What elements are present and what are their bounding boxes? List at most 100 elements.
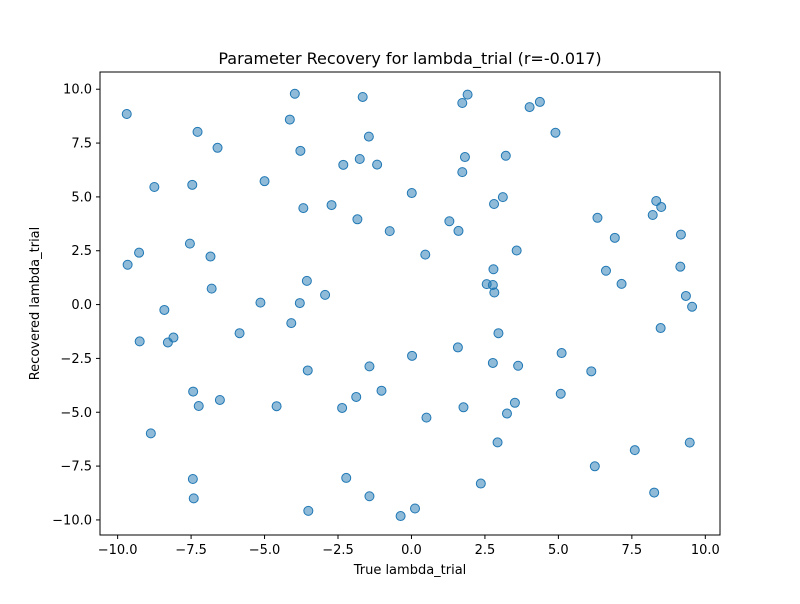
points-layer xyxy=(121,88,698,522)
scatter-point xyxy=(586,366,597,377)
scatter-point xyxy=(351,391,362,402)
scatter-point xyxy=(600,265,611,276)
scatter-point xyxy=(364,361,375,372)
scatter-point xyxy=(534,96,545,107)
scatter-point xyxy=(354,154,365,164)
y-tick-label: 0.0 xyxy=(71,298,92,313)
x-tick-label: 10.0 xyxy=(691,543,720,558)
scatter-point xyxy=(298,203,309,214)
y-tick-label: 10.0 xyxy=(63,83,92,98)
scatter-point xyxy=(192,126,203,137)
scatter-point xyxy=(214,394,225,405)
scatter-point xyxy=(407,350,418,361)
scatter-point xyxy=(286,318,297,329)
scatter-point xyxy=(289,88,300,99)
scatter-point xyxy=(675,261,686,272)
scatter-point xyxy=(255,297,266,308)
scatter-point xyxy=(489,199,500,210)
ticks-layer: −10.0 −7.5 −5.0 −2.5 0.0 2.5 5.0 7.5 10.0 −10.0 −7… xyxy=(52,83,720,558)
x-tick-label: −5.0 xyxy=(249,543,281,558)
scatter-point xyxy=(212,142,223,153)
scatter-point xyxy=(206,283,217,294)
scatter-point xyxy=(187,474,198,485)
scatter-point xyxy=(452,342,463,353)
scatter-point xyxy=(303,505,314,516)
scatter-point xyxy=(513,360,524,371)
y-tick-label: −7.5 xyxy=(60,460,92,475)
y-tick-label: 5.0 xyxy=(71,190,92,205)
scatter-point xyxy=(205,251,216,262)
scatter-point xyxy=(462,89,473,100)
scatter-point xyxy=(149,182,160,192)
scatter-point xyxy=(337,402,348,413)
scatter-point xyxy=(524,102,535,113)
scatter-point xyxy=(511,245,522,256)
scatter-point xyxy=(649,487,660,498)
plot-area-frame xyxy=(99,71,721,536)
scatter-point xyxy=(687,301,698,312)
scatter-point xyxy=(509,397,520,408)
scatter-point xyxy=(184,238,195,249)
scatter-point xyxy=(188,493,199,504)
scatter-point xyxy=(459,152,470,163)
scatter-point xyxy=(457,98,468,109)
scatter-point xyxy=(259,176,270,187)
scatter-point xyxy=(497,192,508,203)
scatter-point xyxy=(556,348,567,359)
scatter-point xyxy=(656,202,667,213)
scatter-point xyxy=(384,226,395,237)
scatter-point xyxy=(680,290,691,301)
scatter-point xyxy=(320,289,331,300)
y-tick-label: 2.5 xyxy=(71,244,92,259)
scatter-point xyxy=(352,214,363,225)
scatter-point xyxy=(410,503,420,514)
scatter-point xyxy=(420,249,431,260)
scatter-point xyxy=(555,388,566,399)
scatter-point xyxy=(675,229,686,240)
scatter-point xyxy=(326,200,337,211)
x-tick-label: −7.5 xyxy=(175,543,207,558)
scatter-point xyxy=(145,428,156,439)
x-tick-label: 7.5 xyxy=(622,543,643,558)
scatter-point xyxy=(122,259,133,270)
scatter-point xyxy=(395,511,406,522)
scatter-point xyxy=(487,357,498,368)
scatter-point xyxy=(489,287,500,298)
scatter-point xyxy=(338,159,349,170)
x-tick-label: −10.0 xyxy=(98,543,138,558)
x-tick-label: 2.5 xyxy=(475,543,496,558)
scatter-point xyxy=(134,336,145,347)
scatter-point xyxy=(458,402,469,413)
scatter-point xyxy=(234,328,245,339)
scatter-point xyxy=(492,437,503,448)
scatter-point xyxy=(406,188,417,199)
chart-title: Parameter Recovery for lambda_trial (r=-… xyxy=(218,49,601,69)
scatter-point xyxy=(609,232,620,243)
scatter-point xyxy=(271,401,282,412)
scatter-point xyxy=(363,131,374,142)
y-tick-label: −2.5 xyxy=(60,352,92,367)
scatter-point xyxy=(376,385,387,396)
scatter-point xyxy=(647,209,658,220)
scatter-point xyxy=(475,478,486,489)
scatter-point xyxy=(294,298,305,309)
scatter-point xyxy=(134,247,145,258)
scatter-point xyxy=(421,412,432,423)
x-tick-label: 5.0 xyxy=(548,543,569,558)
scatter-point xyxy=(616,278,627,289)
y-tick-label: 7.5 xyxy=(71,137,92,152)
scatter-point xyxy=(629,445,640,456)
scatter-point xyxy=(364,491,375,502)
scatter-point xyxy=(453,225,464,236)
scatter-point xyxy=(193,401,204,412)
scatter-point xyxy=(592,212,603,223)
scatter-point xyxy=(501,408,512,419)
scatter-point xyxy=(295,145,306,156)
scatter-point xyxy=(684,437,695,448)
x-axis-label: True lambda_trial xyxy=(353,563,467,578)
scatter-point xyxy=(444,216,455,227)
scatter-point xyxy=(121,108,132,119)
scatter-point xyxy=(162,337,173,348)
